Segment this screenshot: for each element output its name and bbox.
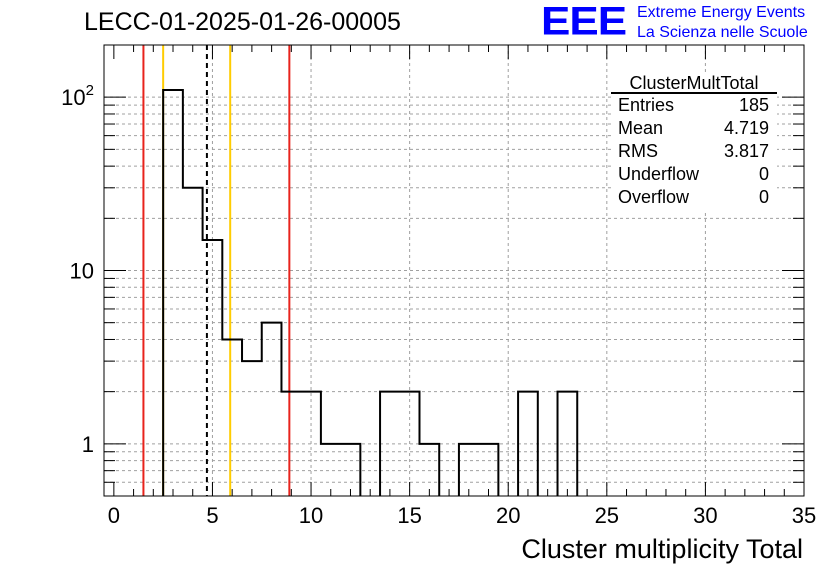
x-tick-label: 35 xyxy=(792,503,816,528)
x-axis-label: Cluster multiplicity Total xyxy=(521,534,803,564)
stats-value: 3.817 xyxy=(724,141,769,161)
y-tick-label: 1 xyxy=(82,432,94,457)
stats-value: 0 xyxy=(759,187,769,207)
logo-line-2: La Scienza nelle Scuole xyxy=(637,24,808,41)
stats-label: Mean xyxy=(618,118,663,138)
x-tick-label: 10 xyxy=(299,503,323,528)
x-tick-label: 15 xyxy=(397,503,421,528)
y-tick-label: 10 xyxy=(70,259,94,284)
x-tick-label: 25 xyxy=(595,503,619,528)
x-tick-label: 0 xyxy=(108,503,120,528)
x-tick-label: 30 xyxy=(693,503,717,528)
x-tick-label: 20 xyxy=(496,503,520,528)
logo-line-1: Extreme Energy Events xyxy=(637,4,806,21)
stats-label: Overflow xyxy=(618,187,690,207)
stats-label: RMS xyxy=(618,141,658,161)
stats-background xyxy=(611,72,777,210)
histogram-steps xyxy=(162,89,579,496)
stats-value: 0 xyxy=(759,164,769,184)
y-tick-label: 102 xyxy=(61,82,94,110)
stats-title: ClusterMultTotal xyxy=(629,73,758,93)
stats-label: Underflow xyxy=(618,164,700,184)
stats-value: 4.719 xyxy=(724,118,769,138)
chart-title: LECC-01-2025-01-26-00005 xyxy=(84,8,401,36)
stats-label: Entries xyxy=(618,95,674,115)
axis-ticks xyxy=(104,44,805,497)
stats-value: 185 xyxy=(739,95,769,115)
x-tick-label: 5 xyxy=(206,503,218,528)
eee-logo: EEE xyxy=(541,0,627,44)
axis-tick-labels: 0 5 10 15 20 25 30 35 1 10 102 xyxy=(61,82,816,528)
histogram-outline xyxy=(162,89,579,496)
